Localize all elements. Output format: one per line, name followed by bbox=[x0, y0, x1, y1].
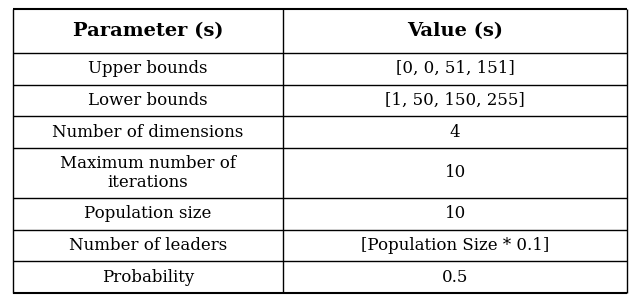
Text: 10: 10 bbox=[445, 164, 466, 182]
Bar bbox=[13, 116, 283, 148]
Bar bbox=[13, 198, 283, 230]
Bar bbox=[13, 230, 283, 261]
Bar bbox=[283, 85, 627, 116]
Text: Number of leaders: Number of leaders bbox=[69, 237, 227, 254]
Bar bbox=[13, 9, 283, 53]
Text: Upper bounds: Upper bounds bbox=[88, 60, 208, 77]
Bar bbox=[283, 116, 627, 148]
Bar bbox=[283, 9, 627, 53]
Text: 0.5: 0.5 bbox=[442, 268, 468, 286]
Text: [Population Size * 0.1]: [Population Size * 0.1] bbox=[361, 237, 549, 254]
Text: Value (s): Value (s) bbox=[407, 22, 503, 40]
Text: 10: 10 bbox=[445, 205, 466, 222]
Text: Population size: Population size bbox=[84, 205, 212, 222]
Text: Lower bounds: Lower bounds bbox=[88, 92, 208, 109]
Text: Maximum number of
iterations: Maximum number of iterations bbox=[60, 155, 236, 191]
Bar bbox=[13, 85, 283, 116]
Text: Parameter (s): Parameter (s) bbox=[73, 22, 223, 40]
Bar bbox=[283, 198, 627, 230]
Text: [1, 50, 150, 255]: [1, 50, 150, 255] bbox=[385, 92, 525, 109]
Bar bbox=[283, 148, 627, 198]
Bar bbox=[283, 53, 627, 85]
Bar bbox=[13, 53, 283, 85]
Bar bbox=[13, 261, 283, 293]
Bar bbox=[283, 261, 627, 293]
Text: [0, 0, 51, 151]: [0, 0, 51, 151] bbox=[396, 60, 515, 77]
Text: Probability: Probability bbox=[102, 268, 194, 286]
Bar bbox=[283, 230, 627, 261]
Text: 4: 4 bbox=[450, 124, 461, 141]
Bar bbox=[13, 148, 283, 198]
Text: Number of dimensions: Number of dimensions bbox=[52, 124, 244, 141]
